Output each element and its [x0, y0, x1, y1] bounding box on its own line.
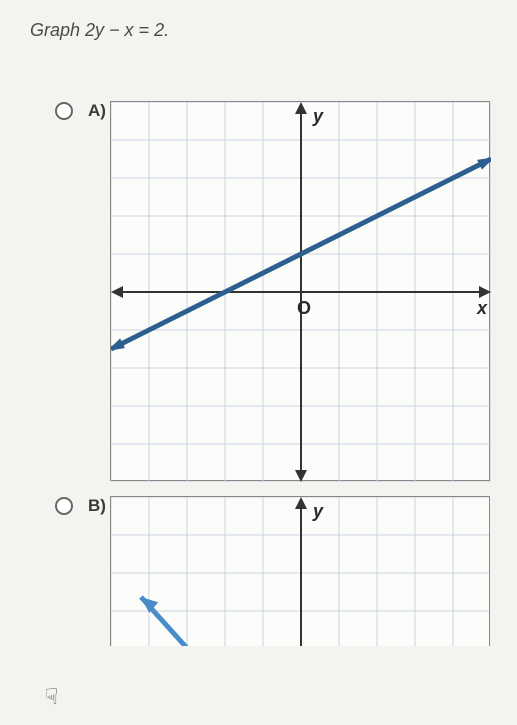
option-a-label: A) [88, 101, 106, 121]
option-b-row: B) y [15, 496, 502, 646]
option-b-radio-group[interactable]: B) [15, 496, 110, 516]
svg-text:O: O [297, 298, 311, 318]
svg-text:x: x [476, 298, 488, 318]
option-b-label: B) [88, 496, 106, 516]
radio-b[interactable] [55, 497, 73, 515]
graph-b: y [110, 496, 490, 646]
graph-a: y x O [110, 101, 490, 481]
svg-text:y: y [312, 106, 324, 126]
option-a-radio-group[interactable]: A) [15, 101, 110, 121]
question-text: Graph 2y − x = 2. [15, 20, 502, 41]
pointer-cursor-icon: ☟ [45, 684, 58, 710]
svg-text:y: y [312, 501, 324, 521]
radio-a[interactable] [55, 102, 73, 120]
option-a-row: A) y x O [15, 101, 502, 481]
graph-b-svg: y [111, 497, 490, 646]
graph-a-svg: y x O [111, 102, 491, 482]
